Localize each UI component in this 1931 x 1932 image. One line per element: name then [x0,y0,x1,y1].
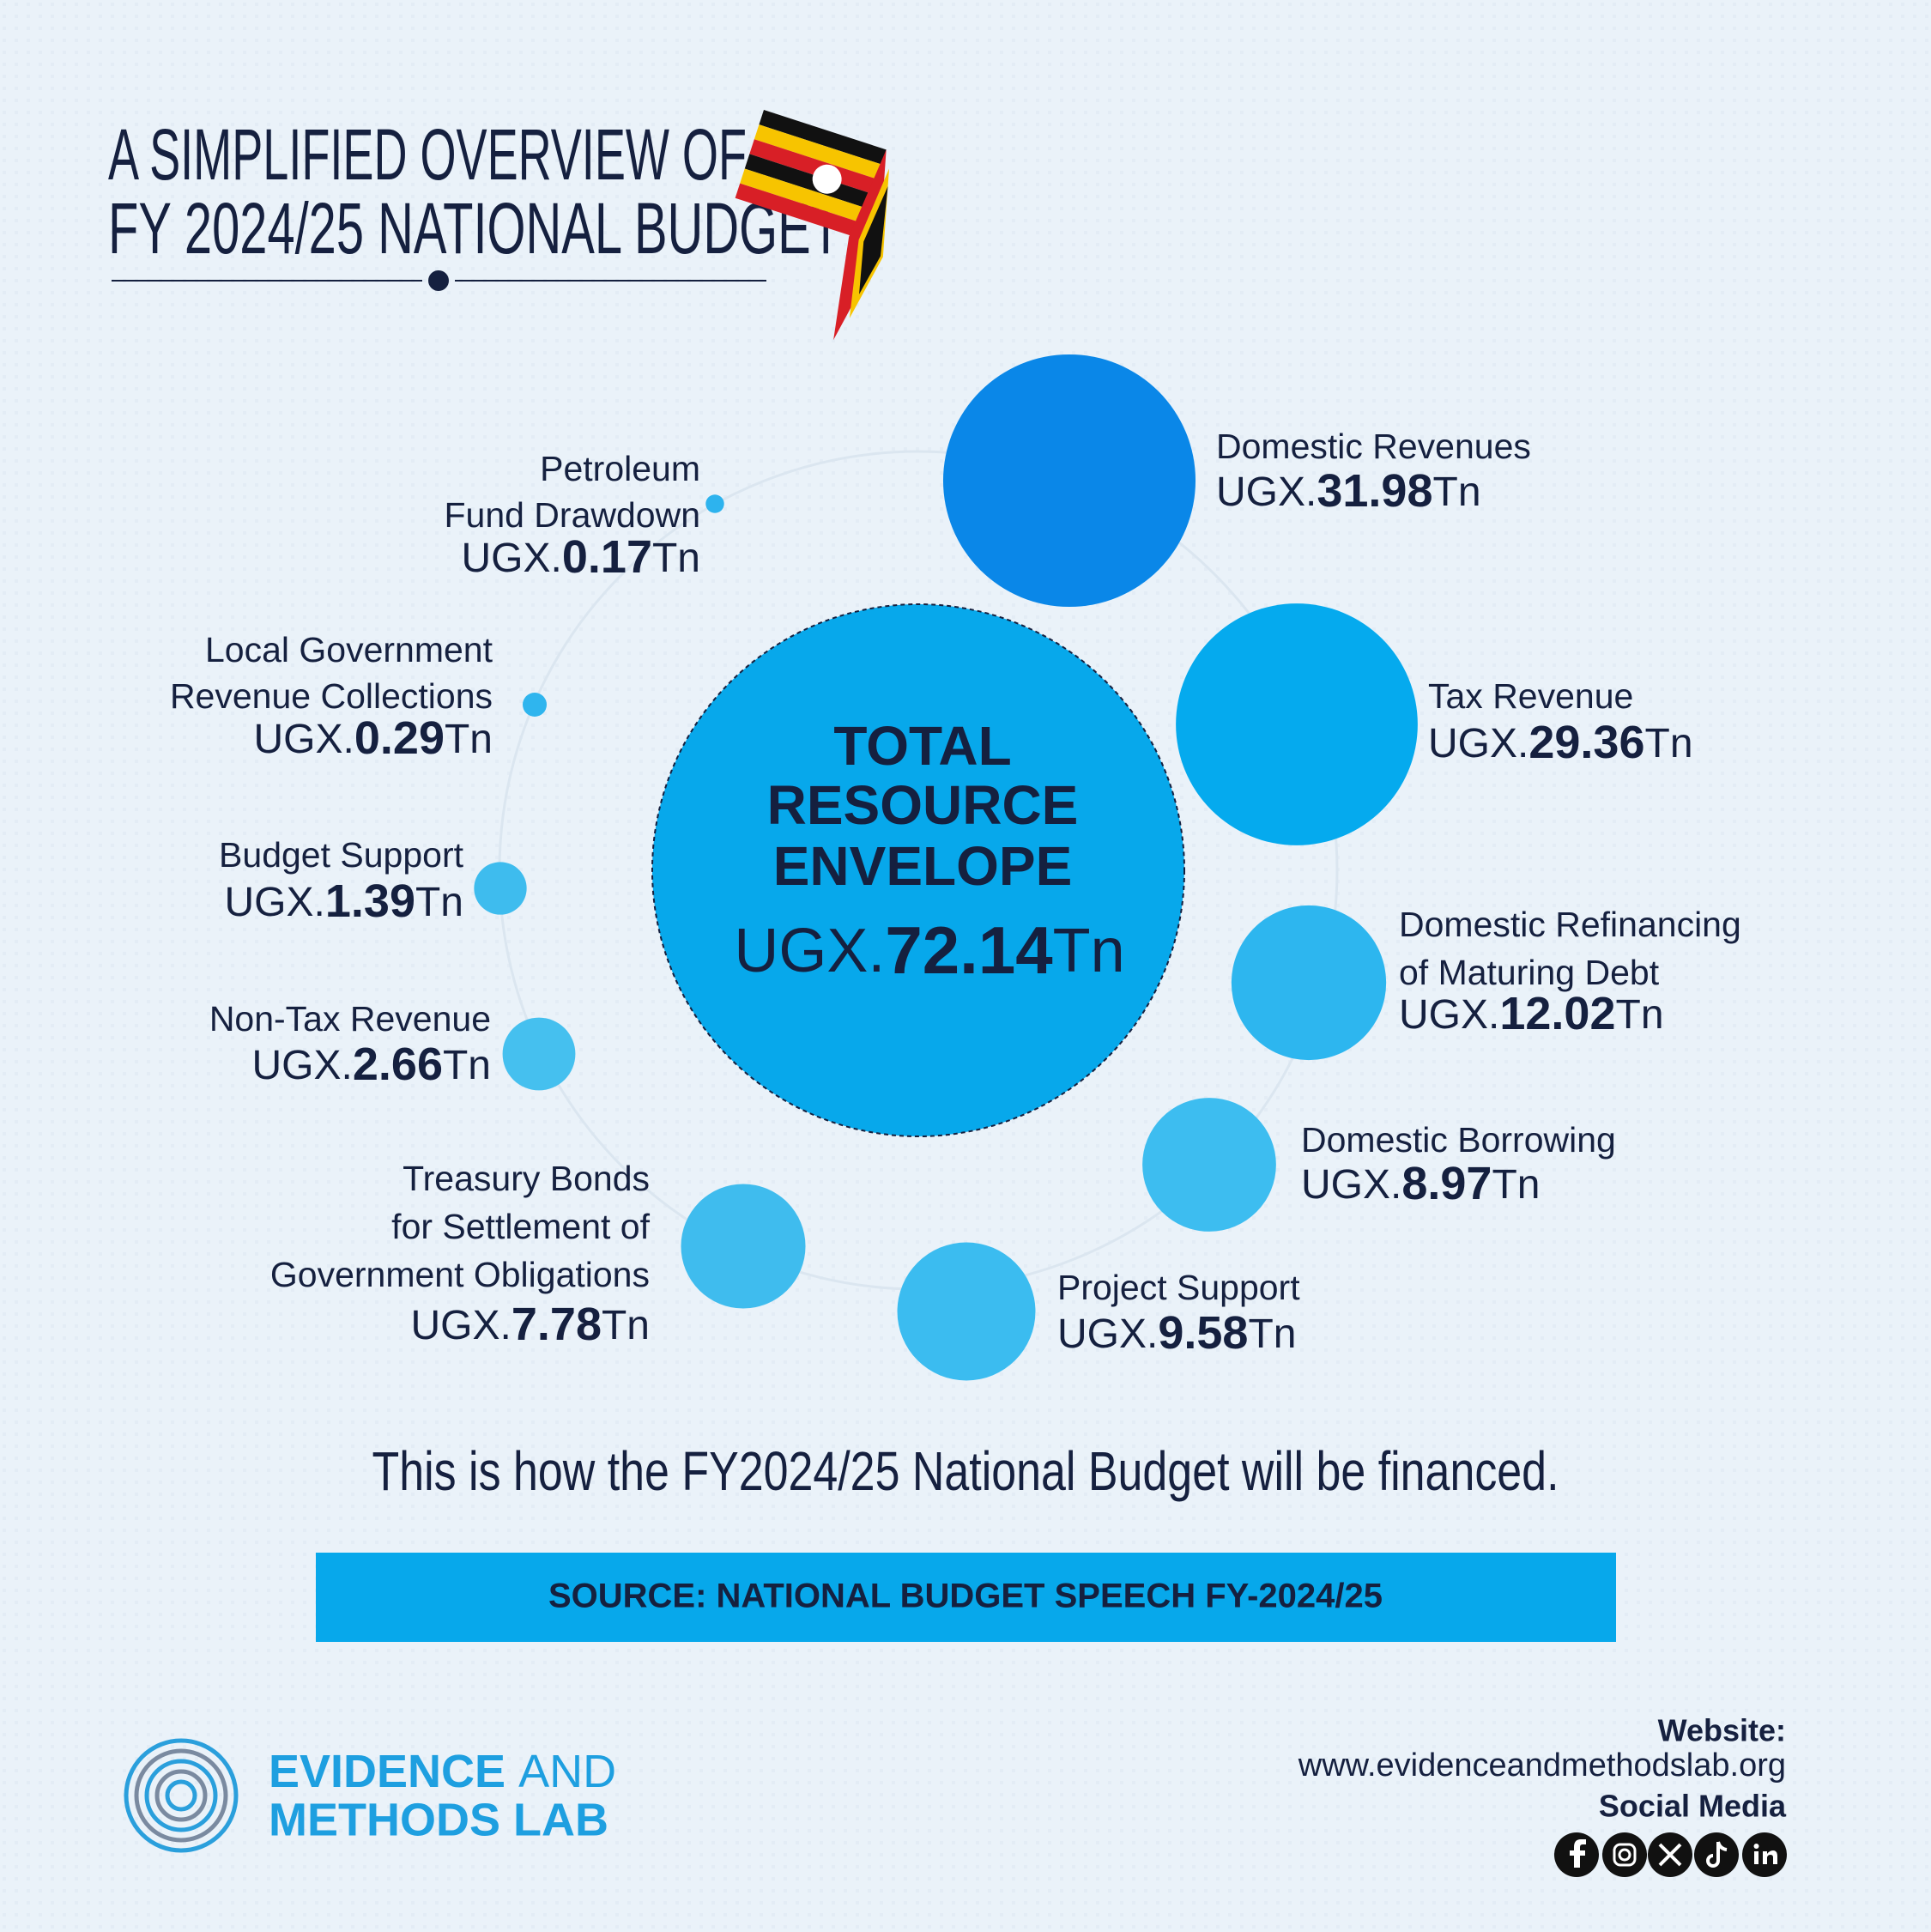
bubble [1176,603,1418,845]
value-number: 31.98 [1317,465,1432,517]
instagram-icon[interactable] [1602,1832,1647,1877]
unit-prefix: UGX. [734,917,885,985]
bubble [474,862,527,915]
bubble-label: Fund Drawdown [444,495,700,535]
value-label: UGX.0.29Tn [254,712,493,764]
social-label: Social Media [1599,1789,1787,1824]
value-label: UGX.8.97Tn [1301,1158,1540,1209]
brand-line: EVIDENCE AND [269,1746,616,1797]
website[interactable]: www.evidenceandmethodslab.org [1298,1747,1786,1784]
value-number: 12.02 [1499,988,1615,1039]
unit-prefix: UGX. [1216,469,1317,515]
unit-suffix: Tn [445,717,493,762]
source: SOURCE: NATIONAL BUDGET SPEECH FY-2024/2… [548,1578,1383,1615]
value-number: 1.39 [325,875,415,927]
bubble [705,494,724,513]
value-label: UGX.12.02Tn [1399,988,1664,1039]
unit-prefix: UGX. [252,1043,353,1088]
bubble-label: Project Support [1057,1268,1300,1307]
unit-suffix: Tn [415,880,463,925]
total-label: RESOURCE [767,774,1079,836]
bubble [681,1184,806,1309]
value-label: UGX.72.14Tn [734,912,1124,988]
unit-prefix: UGX. [1057,1311,1158,1357]
brand-word: EVIDENCE [269,1746,505,1797]
unit-suffix: Tn [1248,1311,1296,1357]
unit-suffix: Tn [1433,469,1481,515]
value-label: UGX.2.66Tn [252,1039,491,1090]
unit-prefix: UGX. [1301,1162,1401,1208]
title-line: FY 2024/25 NATIONAL BUDGET [108,188,841,269]
bubble-label: Tax Revenue [1428,676,1633,716]
bubble-label: Government Obligations [270,1255,650,1294]
bubble-label: Domestic Borrowing [1301,1120,1616,1160]
unit-prefix: UGX. [225,880,325,925]
bubble [942,354,1196,608]
bubble [502,1017,576,1091]
value-number: 2.66 [353,1039,443,1090]
brand-line: METHODS LAB [269,1794,608,1845]
subtitle: This is how the FY2024/25 National Budge… [372,1440,1559,1502]
bubble-label: Local Government [205,630,493,669]
bubble-label: Treasury Bonds [403,1159,650,1198]
unit-suffix: Tn [443,1043,491,1088]
value-number: 72.14 [885,912,1052,988]
bubble [1142,1098,1276,1232]
total-label: TOTAL [833,715,1011,777]
value-label: UGX.1.39Tn [225,875,463,927]
value-label: UGX.31.98Tn [1216,465,1481,517]
total-bubble [651,603,1186,1138]
value-label: UGX.9.58Tn [1057,1307,1296,1359]
flag [735,110,889,341]
brand-word: AND [518,1746,616,1797]
unit-suffix: Tn [1492,1162,1540,1208]
title-dot [428,270,449,291]
bubble [1231,905,1387,1061]
bubble-label: Domestic Revenues [1216,427,1531,466]
unit-prefix: UGX. [1399,992,1499,1038]
bubble [522,692,548,718]
unit-prefix: UGX. [1428,721,1528,766]
bubble-label: Non-Tax Revenue [209,999,491,1039]
value-number: 0.29 [354,712,445,764]
value-number: 7.78 [512,1299,602,1350]
bubble-label: Budget Support [219,835,464,875]
value-label: UGX.0.17Tn [462,531,700,583]
value-number: 0.17 [562,531,652,583]
website-label: Website: [1658,1713,1786,1748]
unit-prefix: UGX. [411,1303,512,1348]
logo-mark [124,1738,239,1853]
total-label: ENVELOPE [773,835,1073,897]
unit-suffix: Tn [1645,721,1693,766]
bubble-label: Domestic Refinancing [1399,905,1741,944]
value-number: 8.97 [1401,1158,1492,1209]
bubble [897,1242,1036,1381]
value-label: UGX.7.78Tn [411,1299,650,1350]
title-line: A SIMPLIFIED OVERVIEW OF [108,114,747,195]
bubble-label: for Settlement of [391,1207,650,1246]
bubble-label: Revenue Collections [170,676,493,716]
source-box [316,1553,1616,1642]
unit-prefix: UGX. [254,717,354,762]
unit-prefix: UGX. [462,536,562,581]
unit-suffix: Tn [1053,917,1125,985]
unit-suffix: Tn [602,1303,650,1348]
social-icons [1554,1832,1787,1877]
bubble-label: of Maturing Debt [1399,953,1660,992]
value-number: 9.58 [1158,1307,1248,1359]
unit-suffix: Tn [652,536,700,581]
bubble-label: Petroleum [540,449,700,488]
value-number: 29.36 [1528,717,1644,768]
value-label: UGX.29.36Tn [1428,717,1693,768]
unit-suffix: Tn [1616,992,1664,1038]
